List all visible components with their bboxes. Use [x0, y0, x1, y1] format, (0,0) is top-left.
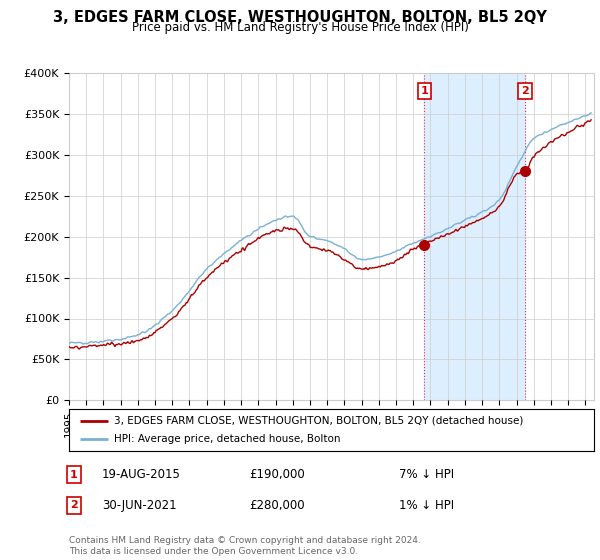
Bar — [424, 73, 525, 400]
Text: 1% ↓ HPI: 1% ↓ HPI — [399, 499, 454, 512]
Text: 3, EDGES FARM CLOSE, WESTHOUGHTON, BOLTON, BL5 2QY (detached house): 3, EDGES FARM CLOSE, WESTHOUGHTON, BOLTO… — [113, 416, 523, 426]
Text: 1: 1 — [421, 86, 428, 96]
Text: 7% ↓ HPI: 7% ↓ HPI — [399, 468, 454, 481]
Text: 2: 2 — [70, 501, 77, 510]
Text: 19-AUG-2015: 19-AUG-2015 — [102, 468, 181, 481]
Text: 1: 1 — [70, 470, 77, 479]
Text: Price paid vs. HM Land Registry's House Price Index (HPI): Price paid vs. HM Land Registry's House … — [131, 21, 469, 34]
Text: £190,000: £190,000 — [249, 468, 305, 481]
Text: £280,000: £280,000 — [249, 499, 305, 512]
Text: 2: 2 — [521, 86, 529, 96]
Text: HPI: Average price, detached house, Bolton: HPI: Average price, detached house, Bolt… — [113, 434, 340, 444]
Text: 3, EDGES FARM CLOSE, WESTHOUGHTON, BOLTON, BL5 2QY: 3, EDGES FARM CLOSE, WESTHOUGHTON, BOLTO… — [53, 10, 547, 25]
Text: 30-JUN-2021: 30-JUN-2021 — [102, 499, 176, 512]
Text: Contains HM Land Registry data © Crown copyright and database right 2024.
This d: Contains HM Land Registry data © Crown c… — [69, 536, 421, 556]
